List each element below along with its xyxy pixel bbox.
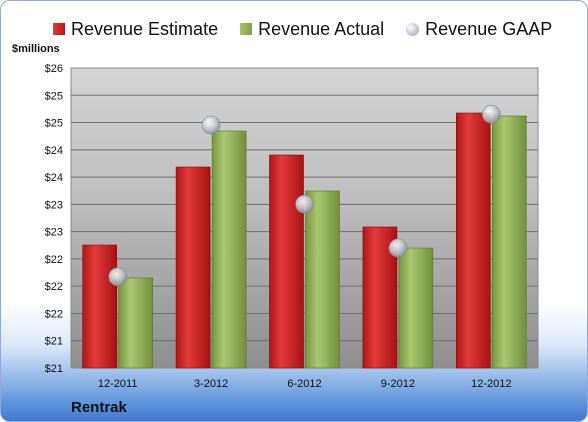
legend-swatch-revenue-gaap	[406, 22, 420, 36]
x-axis-ticks: 12-2011 3-2012 6-2012 9-2012 12-2012	[98, 378, 512, 390]
x-tick-label: 12-2012	[471, 378, 511, 390]
y-tick-label: $22	[45, 281, 63, 293]
bar-revenue-actual	[398, 247, 434, 369]
legend-swatch-revenue-actual	[240, 23, 253, 35]
bar-revenue-actual	[118, 277, 153, 369]
marker-revenue-gaap	[388, 238, 408, 258]
legend-item-revenue-actual: Revenue Actual	[240, 19, 384, 40]
y-tick-label: $22	[45, 254, 63, 266]
x-tick-label: 12-2011	[98, 378, 138, 390]
marker-revenue-gaap	[481, 104, 501, 124]
y-tick-label: $25	[45, 90, 63, 102]
legend-label-revenue-estimate: Revenue Estimate	[71, 18, 219, 39]
company-name: Rentrak	[71, 399, 127, 416]
legend-item-revenue-gaap: Revenue GAAP	[406, 19, 552, 40]
y-tick-label: $21	[45, 336, 63, 348]
gaap-markers	[108, 104, 501, 287]
x-tick-label: 6-2012	[287, 378, 321, 390]
y-tick-label: $21	[45, 363, 63, 375]
bar-revenue-actual	[305, 190, 340, 369]
legend-swatch-revenue-estimate	[53, 23, 65, 35]
bar-revenue-estimate	[82, 244, 117, 369]
x-tick-label: 3-2012	[194, 378, 228, 390]
y-tick-label: $26	[45, 63, 63, 75]
y-axis-ticks: $21 $21 $22 $22 $22 $23 $23 $24 $24 $25 $25 $26	[45, 63, 63, 375]
legend-item-revenue-estimate: Revenue Estimate	[53, 19, 218, 40]
bar-revenue-actual	[211, 130, 247, 369]
bars	[82, 112, 527, 369]
x-tick-label: 9-2012	[381, 378, 415, 390]
legend-label-revenue-actual: Revenue Actual	[258, 18, 385, 39]
bar-revenue-estimate	[269, 154, 304, 369]
legend-label-revenue-gaap: Revenue GAAP	[425, 18, 553, 39]
y-tick-label: $24	[45, 172, 63, 184]
y-tick-label: $22	[45, 308, 63, 320]
bar-revenue-estimate	[175, 166, 211, 369]
y-tick-label: $23	[45, 227, 63, 239]
marker-revenue-gaap	[295, 194, 314, 214]
bar-revenue-estimate	[455, 112, 491, 369]
y-tick-label: $24	[45, 145, 63, 157]
y-axis-units-label: $millions	[12, 43, 60, 55]
legend: Revenue Estimate Revenue Actual Revenue …	[53, 15, 552, 43]
y-tick-label: $23	[45, 199, 63, 211]
marker-revenue-gaap	[108, 267, 127, 287]
bar-revenue-actual	[491, 115, 527, 369]
marker-revenue-gaap	[201, 115, 221, 135]
y-tick-label: $25	[45, 118, 63, 130]
